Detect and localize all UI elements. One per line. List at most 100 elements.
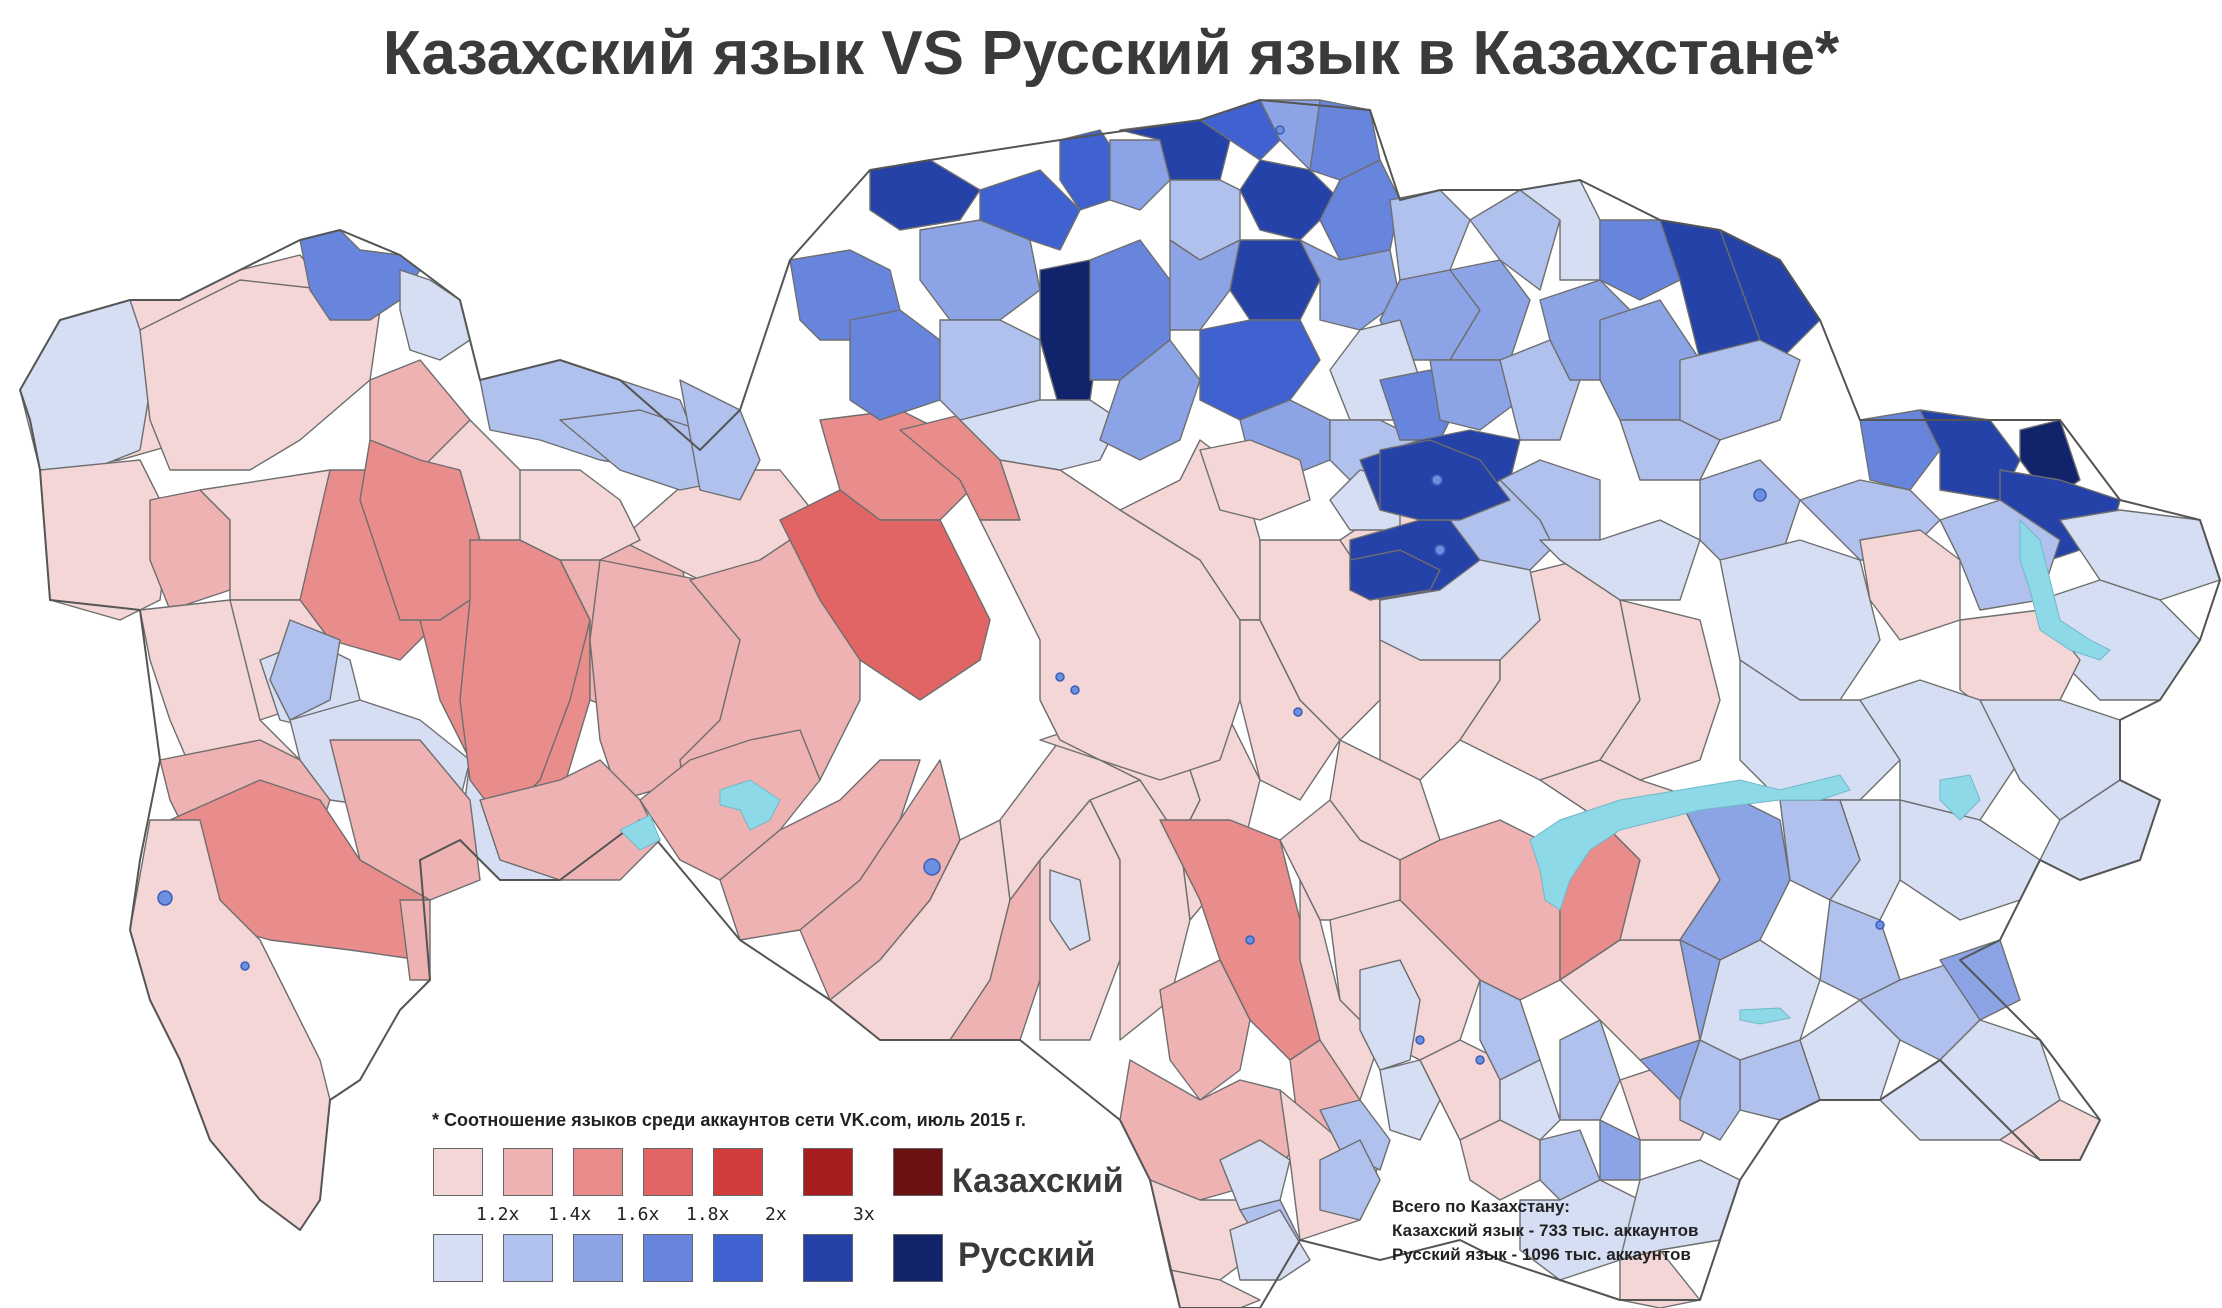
region-almaty-b6 [1879, 1019, 2061, 1141]
legend-label-russian: Русский [958, 1236, 1096, 1274]
legend-tick: 1.6x [616, 1204, 660, 1225]
region-ekibastuz [1379, 439, 1511, 521]
legend-tick: 1.8x [686, 1204, 730, 1225]
legend-swatch-kazakh [713, 1148, 763, 1196]
city-marker [1055, 672, 1065, 682]
region-almaty-blue [1639, 939, 1721, 1101]
kyzylorda-regions [639, 729, 1191, 1041]
region-karaganda-blue [1349, 549, 1441, 601]
legend-swatch-kazakh [643, 1148, 693, 1196]
region-isatay [269, 619, 341, 721]
region-almaty-r3 [1559, 1019, 1621, 1121]
region-kostanay-se [1099, 339, 1201, 461]
lake-alakol [1739, 1007, 1792, 1025]
legend-swatch-russian [573, 1234, 623, 1282]
legend-swatch-kazakh [503, 1148, 553, 1196]
city-marker [1434, 544, 1446, 556]
region-west-kz-russian [19, 299, 151, 471]
legend-swatch-russian [643, 1234, 693, 1282]
region-almaty-b8 [1679, 1039, 1741, 1141]
region-central-sw [1299, 879, 1381, 1101]
region-kobda [519, 469, 641, 561]
legend-swatch-russian [503, 1234, 553, 1282]
region-almaty-russian-s [1379, 1059, 1441, 1141]
legend-tick: 1.2x [476, 1204, 520, 1225]
central-regions [979, 439, 1721, 1201]
city-markers [157, 125, 1885, 1065]
city-marker [923, 858, 941, 876]
region-shymkent-russian [1219, 1139, 1291, 1211]
region-nkaz-2 [1109, 139, 1171, 211]
legend-swatch-kazakh [573, 1148, 623, 1196]
city-marker [157, 890, 173, 906]
legend-tick: 2x [765, 1204, 787, 1225]
legend-label-kazakh: Казахский [952, 1162, 1124, 1200]
legend-swatch-russian [803, 1234, 853, 1282]
region-pavlodar-ne [1599, 219, 1681, 301]
region-aksai-russian [399, 269, 471, 361]
region-almaty-b14 [1319, 1139, 1381, 1221]
city-marker [1245, 935, 1255, 945]
southeast-regions [1319, 759, 2101, 1308]
legend-swatch-russian [433, 1234, 483, 1282]
legend-swatch-kazakh [433, 1148, 483, 1196]
footnote: * Соотношение языков среди аккаунтов сет… [432, 1110, 1026, 1130]
lake-balkhash [1529, 774, 1851, 911]
region-pavlodar-s [1619, 419, 1721, 481]
lake-zaysan [1939, 774, 1981, 821]
region-ek-s2 [1859, 679, 2021, 821]
region-akmola-nw [1169, 239, 1241, 331]
region-pavlodar-w [1499, 339, 1581, 441]
region-ek-n1 [1859, 409, 1941, 491]
north-regions [789, 99, 1821, 661]
legend-swatch-russian [893, 1234, 943, 1282]
east-regions [1699, 409, 2221, 921]
region-nura [1379, 559, 1541, 661]
region-kyz-russian [1049, 869, 1091, 951]
region-almaty-b10 [1599, 1119, 1641, 1181]
region-akmola-fse [1429, 359, 1521, 431]
region-karaganda-c [1539, 519, 1701, 601]
totals-russian: Русский язык - 1096 тыс. аккаунтов [1392, 1245, 1691, 1264]
legend-swatch-kazakh [893, 1148, 943, 1196]
city-marker [1875, 920, 1885, 930]
legend-tick: 3x [853, 1204, 875, 1225]
legend-swatch-russian [713, 1234, 763, 1282]
city-marker [1070, 685, 1080, 695]
region-kostanay-ne [979, 169, 1081, 251]
lake-irtysh-res [2019, 518, 2111, 661]
totals-kazakh: Казахский язык - 733 тыс. аккаунтов [1392, 1221, 1699, 1240]
region-karaganda-e [1599, 599, 1721, 781]
region-almaty-b3 [1799, 999, 1901, 1101]
region-almaty-russian-sw [1359, 959, 1421, 1071]
region-zhambyl-russian2 [1229, 1209, 1311, 1281]
city-marker [1753, 488, 1767, 502]
legend-tick: 1.4x [548, 1204, 592, 1225]
city-marker [1293, 707, 1303, 717]
lake-aral [719, 779, 781, 831]
city-marker [1415, 1035, 1425, 1045]
country-border [19, 99, 2221, 1308]
region-karakiya [399, 899, 431, 981]
region-zhambyl-russian [1319, 1099, 1391, 1171]
region-akmola-red [1199, 439, 1311, 521]
city-marker [1275, 125, 1285, 135]
region-kazaly [719, 759, 921, 941]
region-beineu [329, 739, 481, 901]
region-west-n-kz [139, 279, 381, 471]
totals-box: Всего по Казахстану: Казахский язык - 73… [1392, 1195, 1698, 1267]
region-akmola-nc [1299, 239, 1401, 331]
lake-kamysh [619, 814, 661, 851]
region-pavlodar-nw [1469, 189, 1561, 291]
region-pavlodar-far [1679, 339, 1801, 441]
region-aktobe-city-area [359, 439, 481, 621]
city-marker [1475, 1055, 1485, 1065]
city-marker [240, 961, 250, 971]
region-akmola-ne [1389, 189, 1471, 281]
region-ek-s1 [1739, 659, 1901, 801]
region-irgiz [779, 489, 991, 701]
legend-swatch-kazakh [803, 1148, 853, 1196]
lakes [619, 518, 2111, 1025]
region-akmola-sw [1199, 319, 1321, 421]
